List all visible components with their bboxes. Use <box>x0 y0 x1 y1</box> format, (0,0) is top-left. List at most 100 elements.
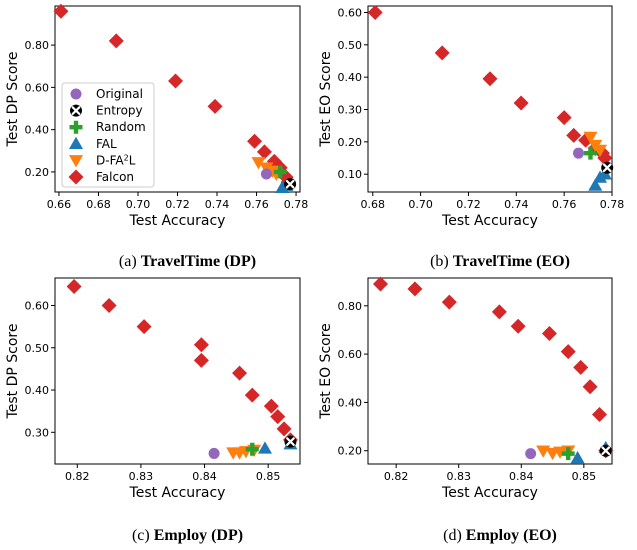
chart-panel-4: 0.82 0.83 0.84 0.85 0.20 0.40 0.60 0.80 Test Acc… <box>318 276 614 544</box>
entropy-point <box>599 444 612 457</box>
fal-point <box>258 441 272 454</box>
y-axis-label: Test DP Score <box>5 324 21 420</box>
x-tick-label: 0.76 <box>552 198 577 211</box>
falcon-point <box>53 3 69 19</box>
x-tick-label: 0.70 <box>408 198 433 211</box>
legend-entropy-label: Entropy <box>96 104 143 118</box>
y-tick-label: 0.10 <box>338 168 363 181</box>
x-tick-label: 0.82 <box>384 470 409 483</box>
falcon-point <box>256 144 272 160</box>
entropy-point <box>601 161 614 174</box>
original-point <box>260 168 272 180</box>
legend-falcon-label: Falcon <box>96 170 134 184</box>
fal-point <box>588 178 603 191</box>
y-axis-label: Test EO Score <box>318 51 334 148</box>
y-tick-label: 0.60 <box>338 348 363 361</box>
legend: Original Entropy Random FAL D-FA2L Falcon <box>61 82 155 188</box>
falcon-point <box>482 71 498 87</box>
falcon-point <box>441 294 457 310</box>
falcon-point <box>270 409 286 425</box>
y-tick-label: 0.80 <box>338 300 363 313</box>
falcon-point <box>513 95 529 111</box>
x-tick-label: 0.68 <box>86 198 111 211</box>
x-tick-label: 0.85 <box>572 470 597 483</box>
x-axis-label: Test Accuracy <box>441 213 538 229</box>
falcon-point <box>207 98 223 114</box>
plot-frame <box>367 277 613 465</box>
x-tick-label: 0.76 <box>244 198 269 211</box>
random-point <box>561 447 575 461</box>
x-tick-label: 0.84 <box>509 470 534 483</box>
caption-title: TravelTime (DP) <box>141 253 256 270</box>
x-tick-label: 0.78 <box>284 198 309 211</box>
y-tick-label: 0.80 <box>25 39 50 52</box>
panel-caption: (d) Employ (EO) <box>443 527 557 544</box>
falcon-point <box>367 4 383 20</box>
caption-title: Employ (EO) <box>466 527 557 544</box>
random-point <box>583 146 597 160</box>
falcon-point <box>556 110 572 126</box>
y-tick-label: 0.40 <box>25 384 50 397</box>
x-tick-label: 0.85 <box>256 470 281 483</box>
x-axis-label: Test Accuracy <box>129 485 226 501</box>
y-tick-label: 0.60 <box>338 6 363 19</box>
x-tick-label: 0.72 <box>165 198 190 211</box>
falcon-point <box>232 365 248 381</box>
y-axis-label: Test EO Score <box>318 323 334 420</box>
legend-fal-label: FAL <box>96 137 117 151</box>
dfa2l-point <box>593 144 608 157</box>
chart-panel-3: 0.82 0.83 0.84 0.85 0.30 0.40 0.50 0.60 Test Acc… <box>5 277 301 544</box>
x-tick-label: 0.68 <box>361 198 386 211</box>
legend-falcon-icon <box>68 169 84 185</box>
x-tick-label: 0.83 <box>129 470 154 483</box>
falcon-point <box>244 387 260 403</box>
x-axis-label: Test Accuracy <box>129 213 226 229</box>
y-tick-label: 0.50 <box>338 39 363 52</box>
falcon-point <box>560 344 576 360</box>
falcon-point <box>573 359 589 375</box>
original-point <box>208 447 220 459</box>
falcon-point <box>434 45 450 61</box>
y-tick-label: 0.20 <box>25 166 50 179</box>
falcon-point <box>247 133 263 149</box>
x-tick-label: 0.66 <box>47 198 72 211</box>
fal-point <box>570 450 585 464</box>
dfa2l-point <box>583 131 598 145</box>
legend-dfa2l-icon <box>69 155 83 168</box>
entropy-point <box>284 178 297 191</box>
random-point <box>273 165 287 179</box>
caption-prefix: (a) <box>119 253 141 270</box>
legend-entropy-icon <box>70 104 82 117</box>
caption-prefix: (c) <box>132 527 154 544</box>
x-axis-label: Test Accuracy <box>441 485 538 501</box>
x-tick-label: 0.78 <box>600 198 625 211</box>
dfa2l-point <box>553 446 568 459</box>
x-tick-label: 0.84 <box>192 470 217 483</box>
y-tick-label: 0.30 <box>25 426 50 439</box>
x-tick-label: 0.82 <box>65 470 90 483</box>
falcon-point <box>566 127 582 143</box>
y-axis-label: Test DP Score <box>5 52 21 148</box>
entropy-point <box>284 435 297 448</box>
falcon-point <box>491 304 507 320</box>
falcon-point <box>276 421 292 437</box>
falcon-point <box>591 406 607 422</box>
plot-frame <box>54 277 301 465</box>
legend-random-label: Random <box>96 120 146 134</box>
falcon-point <box>101 297 117 313</box>
falcon-point <box>541 326 557 342</box>
panel-caption: (b) TravelTime (EO) <box>430 253 570 270</box>
falcon-point <box>193 337 209 353</box>
falcon-point <box>168 73 184 89</box>
y-tick-label: 0.60 <box>25 81 50 94</box>
caption-prefix: (d) <box>443 527 466 544</box>
fal-point <box>597 167 612 180</box>
falcon-point <box>263 398 279 414</box>
falcon-point <box>136 319 152 335</box>
legend-dfa2l-label: D-FA2L <box>96 153 136 168</box>
panel-caption: (c) Employ (DP) <box>132 527 243 544</box>
falcon-point <box>373 276 389 292</box>
dfa2l-point <box>251 157 266 170</box>
falcon-point <box>510 318 526 334</box>
legend-original-icon <box>70 88 82 100</box>
